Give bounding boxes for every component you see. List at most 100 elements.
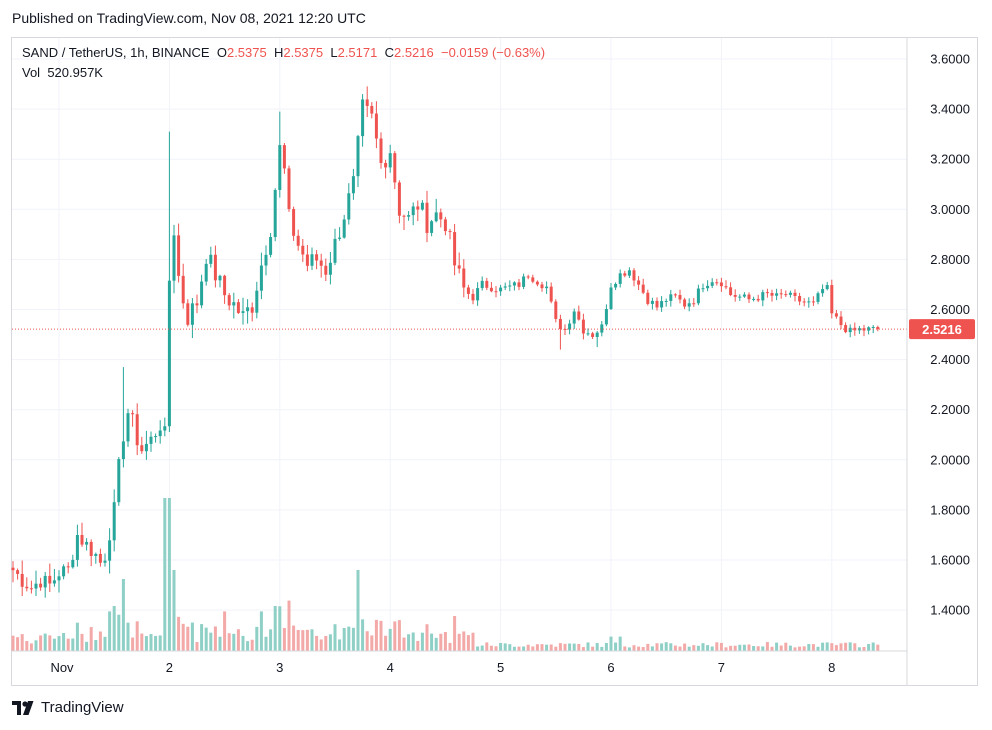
volume-bar (310, 629, 314, 651)
volume-bar (503, 643, 507, 651)
volume-bar (623, 646, 627, 651)
candle-body (186, 303, 190, 325)
price-tick-label: 3.0000 (930, 202, 970, 217)
candle-body (614, 283, 618, 288)
price-tick-label: 1.8000 (930, 502, 970, 517)
candle-body (522, 276, 526, 287)
volume-bar (641, 647, 645, 651)
volume-bar (448, 642, 452, 651)
volume-bar (365, 631, 369, 651)
volume-bar (112, 606, 116, 651)
candle-body (365, 99, 369, 106)
candle-body (407, 215, 411, 217)
candle-body (821, 289, 825, 294)
candle-body (135, 414, 139, 446)
candle-body (34, 583, 38, 589)
volume-bar (80, 633, 84, 651)
candle-body (52, 580, 56, 584)
candle-body (181, 275, 185, 304)
price-tick-label: 2.4000 (930, 352, 970, 367)
candle-body (85, 541, 89, 545)
candle-body (246, 307, 250, 312)
volume-bar (540, 644, 544, 651)
chart-frame[interactable] (11, 37, 978, 686)
candle-body (531, 277, 535, 282)
volume-bar (545, 644, 549, 651)
candle-body (591, 333, 595, 337)
candle-body (204, 263, 208, 282)
candle-body (200, 281, 204, 306)
candle-body (89, 541, 93, 556)
volume-bar (25, 641, 29, 651)
volume-bar (816, 646, 820, 651)
volume-bar (190, 622, 194, 651)
volume-bar (738, 644, 742, 651)
time-tick-label: 5 (497, 660, 504, 675)
candle-body (384, 162, 388, 168)
volume-bar (535, 644, 539, 651)
volume-bars (11, 498, 880, 651)
volume-bar (315, 635, 319, 651)
grid (12, 38, 907, 651)
candle-body (163, 426, 167, 431)
candle-body (402, 215, 406, 217)
candle-body (788, 292, 792, 295)
candle-body (696, 288, 700, 304)
candle-body (683, 299, 687, 307)
volume-bar (508, 644, 512, 651)
volume-bar (195, 642, 199, 651)
candle-body (29, 588, 33, 590)
brand-label[interactable]: TradingView (41, 699, 124, 716)
candle-body (190, 303, 194, 325)
volume-bar (66, 638, 70, 651)
volume-bar (416, 640, 420, 651)
volume-bar (830, 643, 834, 651)
tradingview-logo-icon[interactable] (12, 700, 36, 715)
volume-bar (140, 633, 144, 651)
volume-bar (867, 643, 871, 651)
volume-bar (218, 636, 222, 651)
volume-bar (706, 645, 710, 651)
volume-bar (770, 646, 774, 651)
volume-bar (526, 644, 530, 651)
candle-body (568, 323, 572, 330)
volume-bar (117, 614, 121, 651)
candle-body (39, 583, 43, 588)
volume-bar (857, 647, 861, 651)
candle-body (660, 301, 664, 308)
volume-bar (724, 647, 728, 651)
candle-body (62, 566, 66, 577)
volume-bar (407, 634, 411, 651)
volume-bar (305, 629, 309, 651)
candle-body (57, 576, 61, 581)
candle-body (292, 209, 296, 236)
volume-bar (250, 639, 254, 651)
volume-bar (62, 632, 66, 651)
candle-body (508, 285, 512, 287)
volume-bar (443, 631, 447, 651)
volume-bar (733, 645, 737, 651)
volume-bar (871, 642, 875, 651)
candle-body (121, 441, 125, 460)
volume-bar (825, 642, 829, 651)
volume-bar (572, 643, 576, 651)
candle-body (411, 206, 415, 216)
price-tick-label: 2.6000 (930, 302, 970, 317)
volume-bar (747, 644, 751, 651)
volume-bar (241, 635, 245, 651)
candle-body (269, 237, 273, 255)
volume-bar (430, 633, 434, 651)
volume-bar (457, 633, 461, 651)
volume-bar (388, 628, 392, 651)
candle-body (595, 332, 599, 337)
candle-body (11, 567, 15, 571)
price-axis: 3.6000 3.4000 3.2000 3.0000 2.8000 2.6000 2.40… (12, 38, 970, 685)
volume-bar (177, 616, 181, 651)
volume-bar (425, 624, 429, 651)
volume-bar (609, 636, 613, 651)
price-tick-label: 1.4000 (930, 603, 970, 618)
volume-bar (379, 620, 383, 651)
volume-bar (710, 646, 714, 651)
candle-body (351, 176, 355, 194)
